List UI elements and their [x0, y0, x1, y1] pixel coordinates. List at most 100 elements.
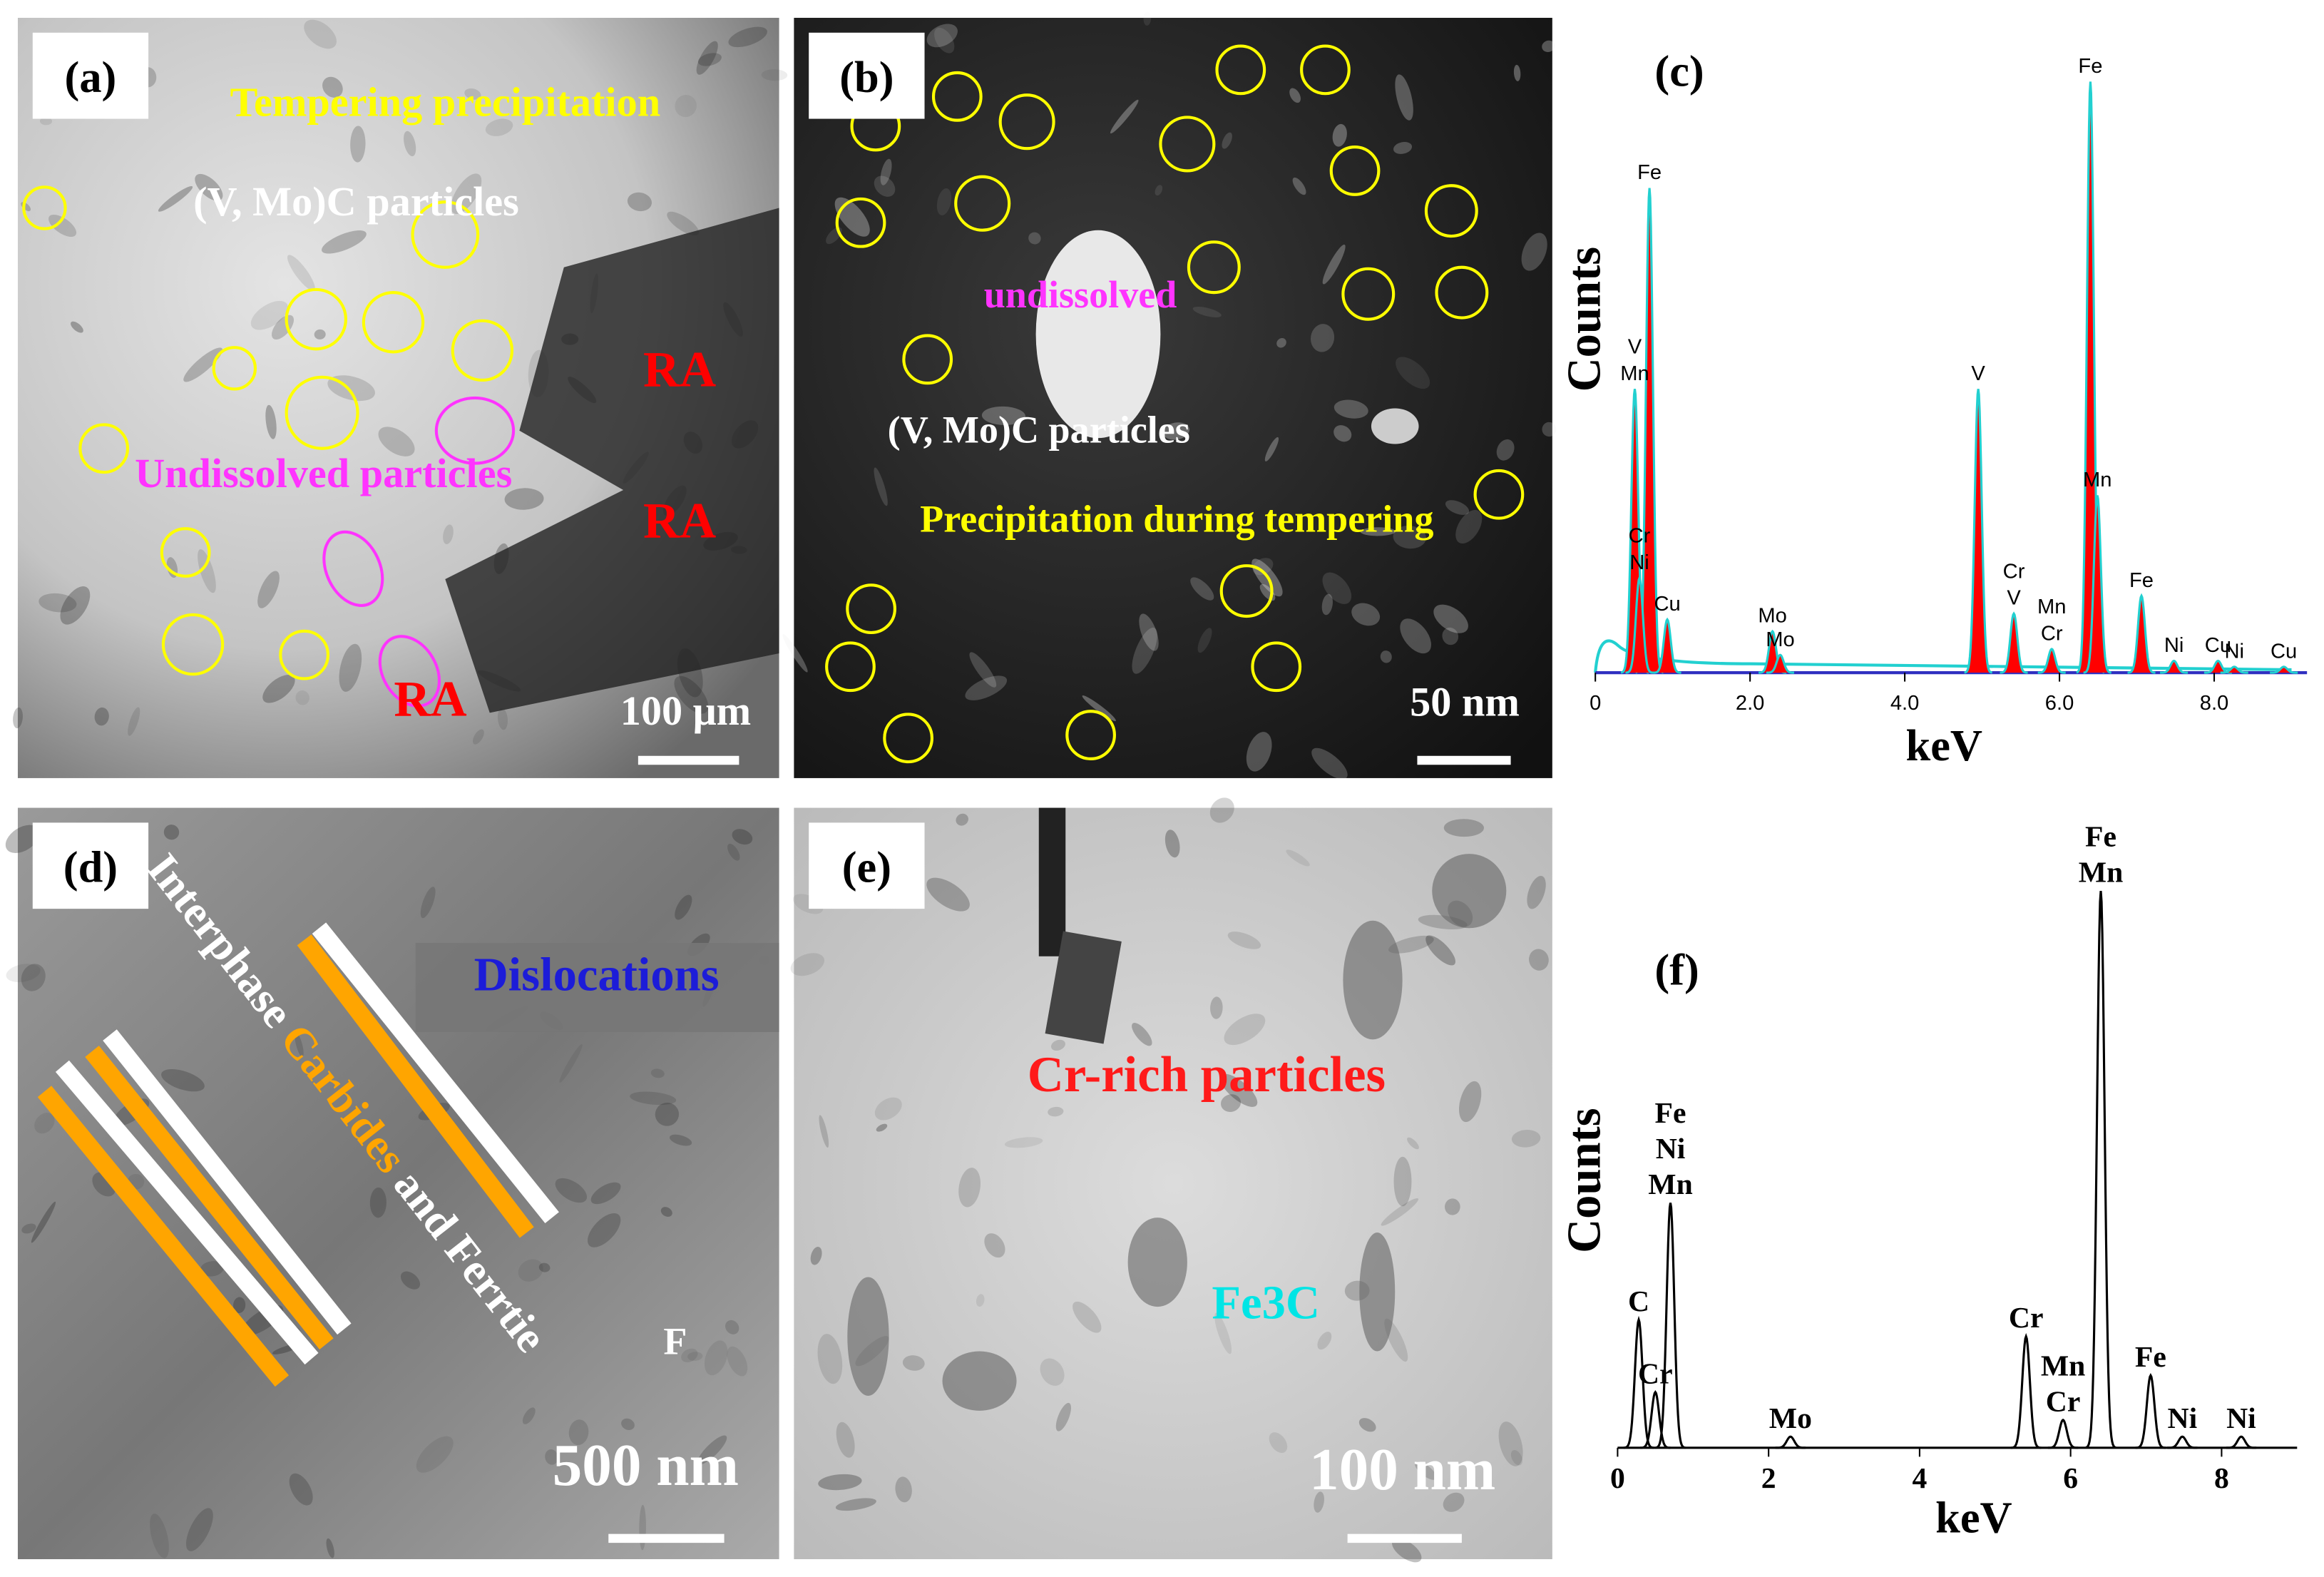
circle-marker: [279, 629, 330, 680]
texture: [1190, 577, 1214, 601]
texture: [289, 1473, 313, 1506]
texture: [1209, 797, 1234, 823]
texture: [1459, 1081, 1482, 1123]
texture: [257, 571, 280, 608]
texture: [818, 1474, 862, 1491]
texture: [39, 117, 53, 126]
x-tick-label: 0: [1590, 692, 1601, 715]
peak-label: Mn: [2079, 857, 2123, 889]
texture: [934, 27, 955, 53]
texture: [1246, 732, 1272, 772]
texture: [13, 707, 23, 729]
texture: [1040, 1358, 1065, 1386]
particle: [1371, 408, 1419, 444]
texture: [790, 953, 825, 976]
peak: [2220, 665, 2248, 674]
panel-label: (c): [1654, 46, 1704, 96]
circle-marker: [1473, 469, 1525, 520]
peak-label: Cr: [2046, 1385, 2081, 1418]
texture: [976, 1294, 985, 1307]
circle-marker: [883, 713, 934, 764]
peak: [1766, 653, 1794, 674]
texture: [150, 1514, 169, 1558]
texture: [876, 1123, 888, 1132]
texture: [667, 211, 700, 236]
texture: [21, 964, 46, 991]
particle: [942, 1351, 1017, 1411]
texture: [1155, 185, 1163, 196]
texture: [1286, 849, 1310, 867]
texture: [650, 1068, 665, 1078]
peak-label: Cu: [2271, 640, 2297, 663]
peak-label: Cr: [1629, 525, 1651, 548]
texture: [880, 158, 892, 185]
peak: [1625, 575, 1654, 674]
texture: [697, 1435, 727, 1465]
texture: [1388, 935, 1434, 954]
peak: [1623, 1315, 1654, 1449]
texture: [835, 1498, 876, 1511]
annotation: Cr-rich particles: [1028, 1047, 1386, 1103]
texture: [1210, 996, 1223, 1019]
panel-label: (b): [839, 52, 894, 102]
peak-label: Ni: [2226, 1402, 2256, 1435]
x-tick-label: 4.0: [1890, 692, 1919, 715]
peak: [2000, 611, 2028, 674]
texture: [265, 404, 277, 439]
peak-label: Fe: [2135, 1341, 2166, 1374]
circle-marker: [998, 93, 1055, 150]
texture: [1004, 1137, 1043, 1148]
texture: [322, 230, 367, 254]
peak-label: Mn: [1620, 362, 1649, 385]
texture: [1521, 233, 1547, 271]
texture: [39, 593, 77, 613]
texture: [314, 329, 326, 340]
texture: [1164, 830, 1180, 858]
texture: [326, 1538, 334, 1558]
texture: [836, 1422, 855, 1458]
texture: [895, 1476, 912, 1503]
peak-label: Ni: [2164, 634, 2184, 657]
texture: [1322, 572, 1352, 604]
circle-marker: [362, 291, 425, 354]
annotation: (V, Mo)C particles: [193, 178, 519, 225]
circle-marker: [1424, 184, 1478, 238]
texture: [250, 300, 289, 330]
peak: [1640, 1390, 1671, 1449]
peak: [2037, 648, 2066, 674]
texture: [810, 1247, 822, 1265]
texture: [1110, 99, 1139, 134]
circle-marker: [411, 200, 480, 269]
texture: [1050, 1039, 1065, 1051]
peak: [2010, 1332, 2042, 1449]
texture: [675, 894, 692, 920]
label-box: [32, 32, 149, 119]
texture: [681, 1348, 698, 1362]
annotation: RA: [643, 342, 716, 397]
texture: [287, 255, 315, 291]
texture: [1381, 1198, 1419, 1226]
texture: [1511, 1130, 1541, 1148]
texture: [1221, 1094, 1242, 1112]
texture: [1455, 509, 1483, 544]
x-tick-label: 8: [2214, 1462, 2229, 1495]
annotation: Precipitation during tempering: [920, 497, 1433, 540]
texture: [497, 708, 508, 730]
texture: [696, 41, 718, 75]
carbide: [1045, 931, 1122, 1044]
texture: [1192, 306, 1222, 317]
peak-label: V: [2007, 587, 2021, 610]
texture: [21, 1223, 36, 1234]
label-box: [415, 943, 779, 1032]
peak-label: V: [1628, 335, 1642, 358]
texture: [1292, 177, 1306, 195]
particle: [1359, 1232, 1396, 1352]
annotation: Fe3C: [1212, 1277, 1320, 1330]
texture: [1132, 627, 1157, 674]
texture: [262, 675, 295, 703]
peak-label: Fe: [2078, 55, 2102, 78]
texture: [1510, 1450, 1523, 1466]
texture: [1445, 1198, 1460, 1215]
texture: [1415, 1461, 1437, 1480]
